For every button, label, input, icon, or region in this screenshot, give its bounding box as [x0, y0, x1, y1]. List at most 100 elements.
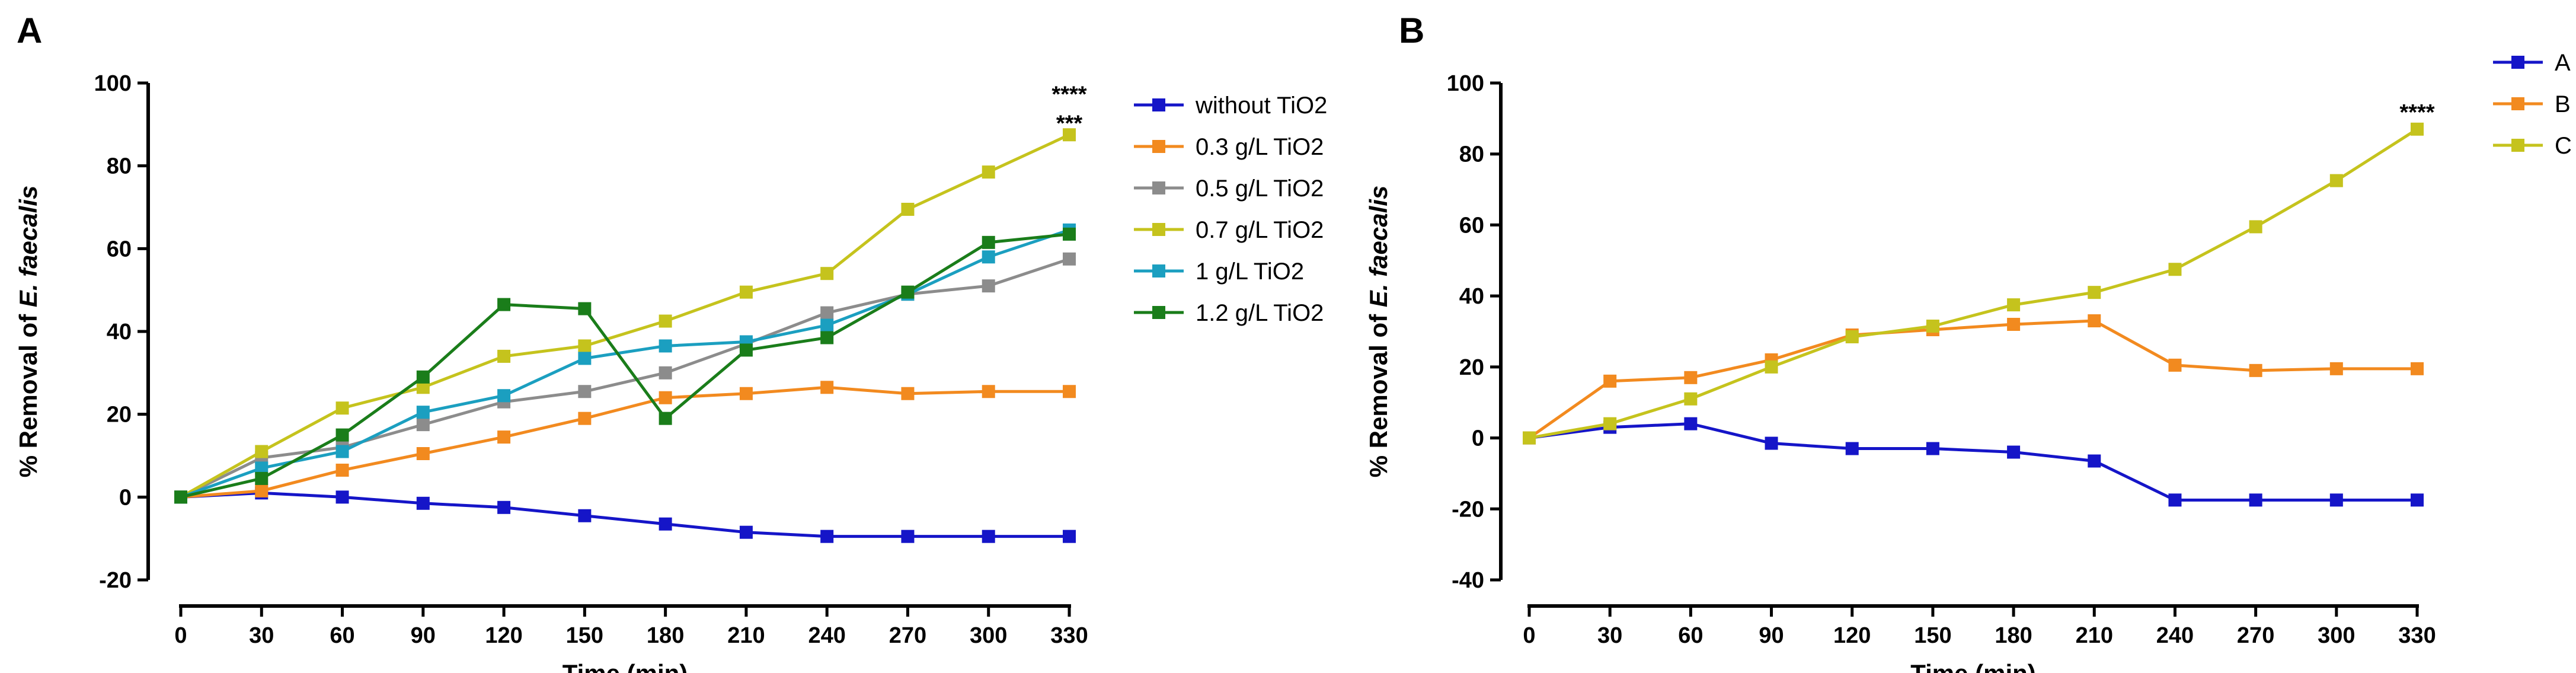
data-point [2007, 318, 2021, 331]
legend-marker [1152, 181, 1165, 194]
data-point [982, 250, 995, 264]
y-axis-title: % Removal of E. faecalis [14, 186, 42, 478]
y-axis-title-species: E. faecalis [14, 186, 42, 307]
legend-item-c: C [2493, 133, 2572, 159]
x-tick-label: 30 [249, 623, 274, 648]
data-point [335, 463, 349, 477]
series-0-7-g-l-tio2 [174, 128, 1076, 504]
series-line [1529, 422, 2417, 502]
y-tick-label: -40 [1452, 568, 1484, 593]
data-point [578, 302, 592, 315]
y-axis-title-prefix: % Removal of [1364, 307, 1392, 477]
data-point [659, 314, 672, 328]
data-point [2249, 220, 2262, 234]
data-point [2249, 493, 2262, 507]
series-1-g-l-tio2 [174, 223, 1076, 504]
data-point [497, 389, 511, 403]
data-point [1063, 227, 1076, 241]
series-0-5-g-l-tio2 [174, 252, 1076, 504]
data-point [901, 285, 915, 299]
data-point [578, 412, 592, 425]
data-point [2329, 362, 2343, 375]
legend-item-0-3-g-l-tio2: 0.3 g/L TiO2 [1134, 134, 1324, 160]
x-tick-label: 150 [1914, 623, 1951, 648]
legend-label: 1 g/L TiO2 [1196, 259, 1304, 285]
data-point [1603, 417, 1617, 430]
x-axis-title: Time (min) [1910, 659, 2036, 673]
data-point [255, 445, 269, 458]
legend-marker [2511, 139, 2524, 152]
panel-b: B -40 -20 0 20 40 60 80 100 0 30 60 90 120 150 180 210 24… [1364, 11, 2572, 673]
panel-label: B [1399, 11, 1424, 50]
data-point [497, 298, 511, 311]
data-point [416, 381, 430, 394]
y-axis-title-prefix: % Removal of [14, 307, 42, 477]
data-point [578, 339, 592, 353]
panel-a: A -20 0 20 40 60 80 100 0 30 60 90 120 150 180 210 240 27… [14, 11, 1327, 673]
series-line [180, 491, 1069, 538]
legend-item-0-5-g-l-tio2: 0.5 g/L TiO2 [1134, 176, 1324, 202]
series-line [180, 133, 1070, 499]
data-point [2249, 363, 2262, 377]
data-point [578, 385, 592, 398]
y-tick-label: 60 [1459, 213, 1484, 238]
y-tick-label: 40 [1459, 284, 1484, 309]
data-point [416, 447, 430, 461]
significance-annotation: **** [2399, 100, 2434, 125]
legend-marker [2511, 97, 2524, 110]
legend: without TiO2 0.3 g/L TiO2 0.5 g/L TiO2 0.7 … [1134, 93, 1327, 326]
x-tick-label: 90 [411, 623, 436, 648]
data-point [335, 490, 349, 504]
data-point [2329, 174, 2343, 187]
x-tick-label: 150 [566, 623, 603, 648]
data-point [1684, 392, 1698, 406]
data-point [2411, 493, 2424, 507]
data-point [1926, 442, 1939, 455]
legend-marker [2511, 56, 2524, 69]
data-point [901, 387, 915, 400]
series-without-tio2 [174, 486, 1076, 543]
x-tick-label: 330 [2398, 623, 2436, 648]
data-point [659, 366, 672, 379]
data-point [416, 496, 430, 510]
significance-annotation: **** [1052, 82, 1086, 107]
data-point [820, 530, 834, 543]
data-point [982, 530, 995, 543]
legend-item-0-7-g-l-tio2: 0.7 g/L TiO2 [1134, 217, 1324, 243]
series-c [1523, 122, 2424, 445]
data-point [1845, 442, 1859, 455]
legend-marker [1152, 98, 1165, 111]
data-point [659, 339, 672, 353]
data-point [2088, 286, 2101, 299]
legend-item-1-g-l-tio2: 1 g/L TiO2 [1134, 259, 1304, 285]
data-point [820, 306, 834, 320]
data-point [2007, 445, 2021, 459]
data-point [255, 471, 269, 485]
x-tick-label: 330 [1050, 623, 1088, 648]
legend-label: 0.3 g/L TiO2 [1196, 134, 1324, 160]
data-point [820, 267, 834, 280]
x-tick-label: 180 [1995, 623, 2032, 648]
x-tick-label: 120 [1833, 623, 1871, 648]
data-point [2088, 454, 2101, 468]
series-line [1528, 319, 2417, 439]
x-tick-label: 240 [808, 623, 845, 648]
data-point [739, 285, 753, 299]
x-tick-label: 210 [727, 623, 765, 648]
data-point [1845, 330, 1859, 343]
data-point [2088, 314, 2101, 328]
legend-label: C [2555, 133, 2572, 159]
y-tick-label: -20 [1452, 497, 1484, 522]
data-point [578, 352, 592, 365]
x-tick-label: 120 [485, 623, 522, 648]
x-tick-label: 300 [970, 623, 1007, 648]
legend-item-b: B [2493, 91, 2571, 117]
x-tick-label: 30 [1597, 623, 1622, 648]
y-tick-label: -20 [99, 568, 132, 593]
data-point [2168, 358, 2182, 372]
data-point [2168, 493, 2182, 507]
y-tick-label: 0 [119, 485, 132, 510]
y-axis-title: % Removal of E. faecalis [1364, 186, 1392, 478]
data-point [1684, 417, 1698, 430]
data-point [1926, 320, 1939, 333]
